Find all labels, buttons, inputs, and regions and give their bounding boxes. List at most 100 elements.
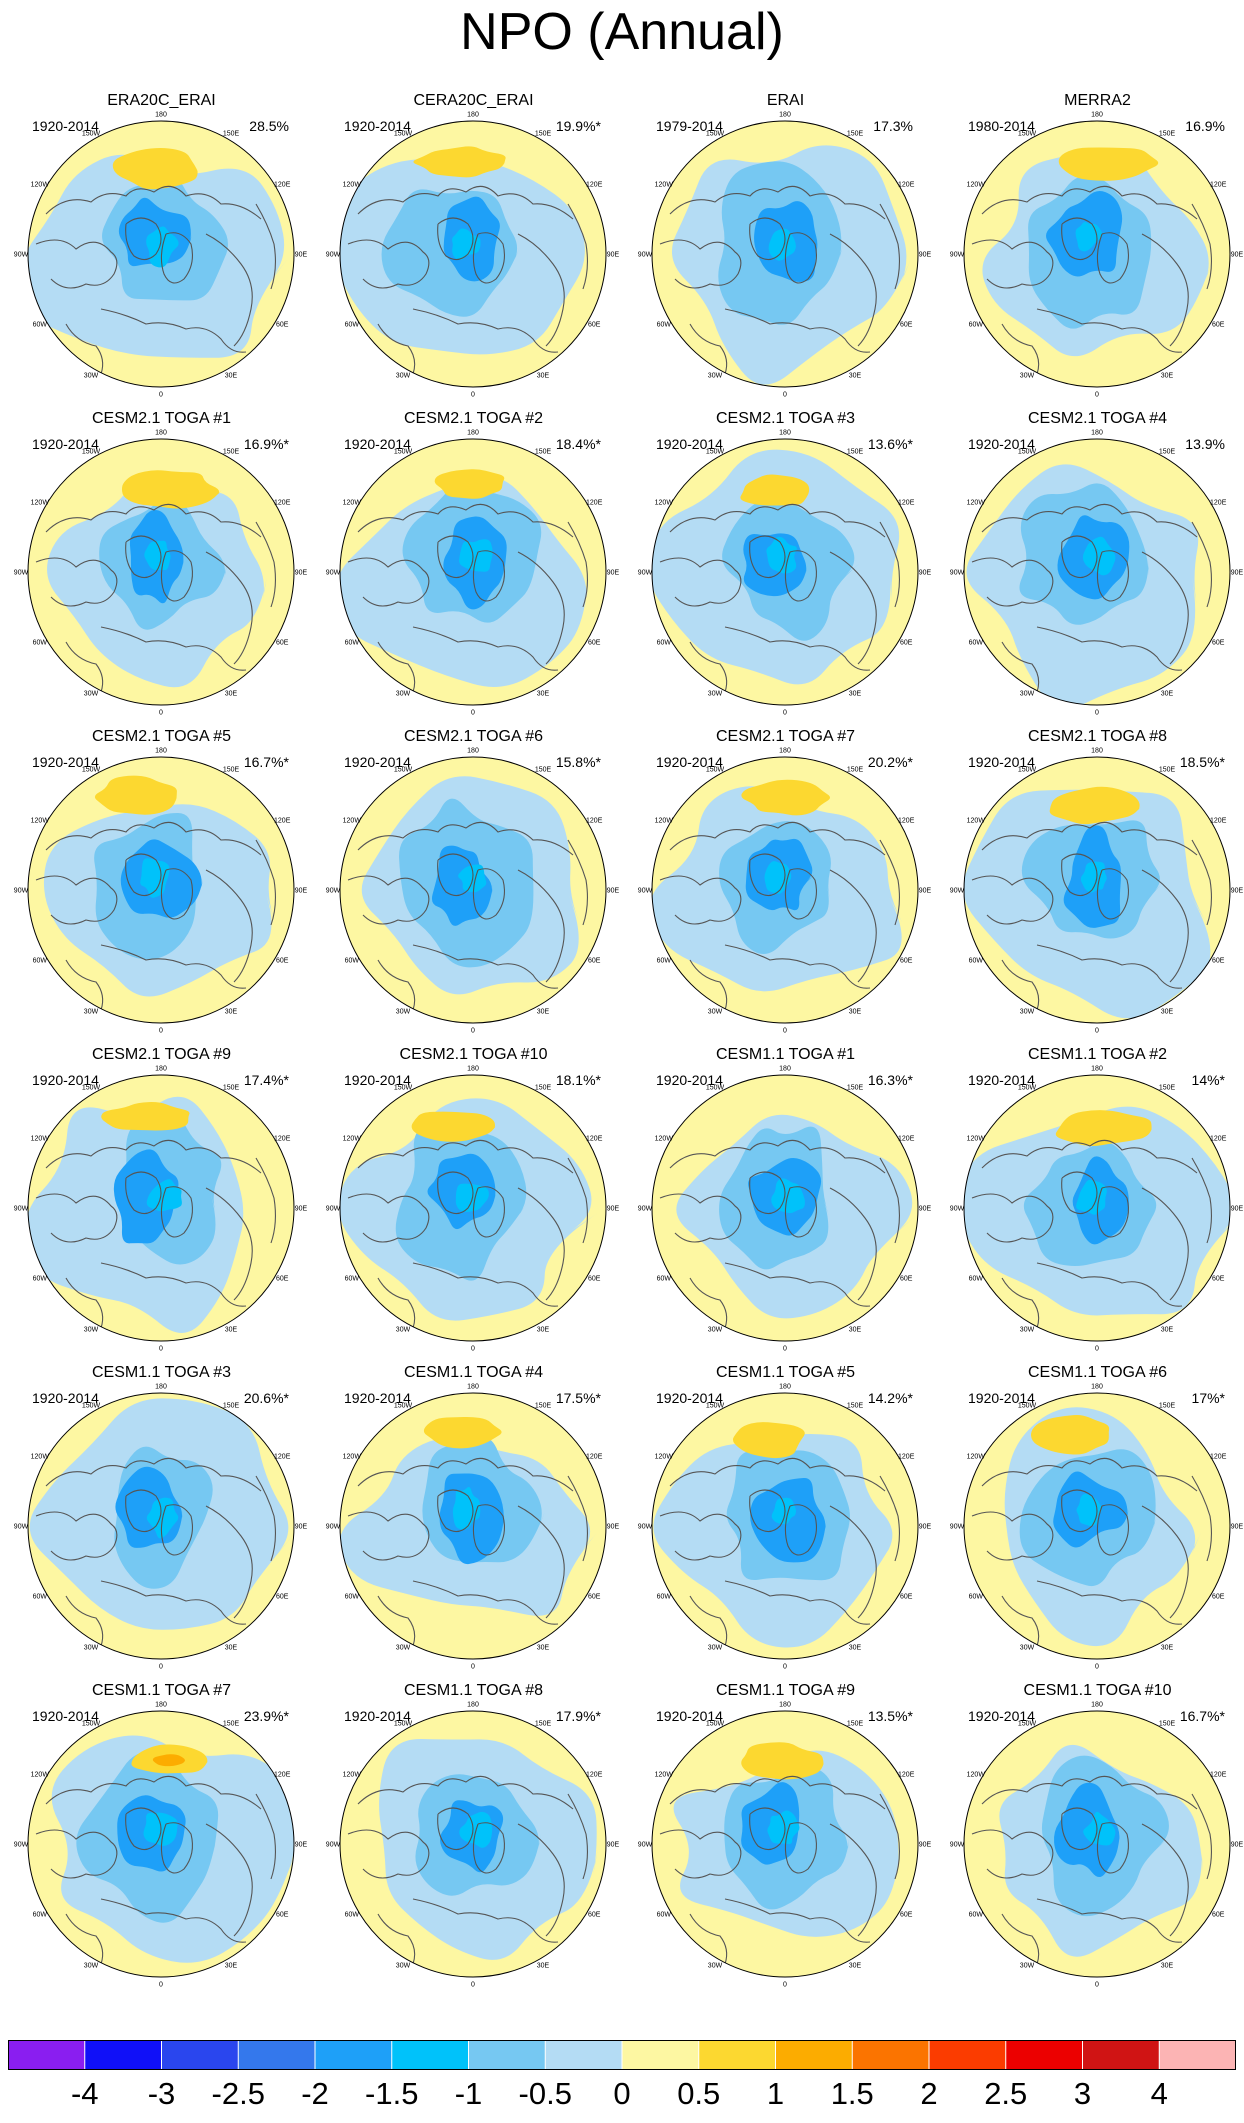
- longitude-label: 30W: [1020, 1963, 1035, 1970]
- coastline: [689, 323, 728, 375]
- coastline: [724, 308, 871, 353]
- longitude-label: 90E: [607, 1206, 620, 1213]
- longitude-label: 120W: [655, 1454, 674, 1461]
- coastline: [412, 1898, 559, 1943]
- coastline: [472, 868, 505, 920]
- coastline: [659, 1829, 742, 1879]
- map-border: [651, 120, 919, 388]
- coastline: [1036, 308, 1183, 353]
- panel-variance-pct: 20.6%*: [243, 1390, 289, 1406]
- coastline: [437, 1807, 474, 1851]
- longitude-label: 180: [779, 748, 791, 755]
- longitude-label: 150E: [535, 766, 552, 773]
- longitude-label: 150E: [223, 1084, 240, 1091]
- longitude-label: 30W: [396, 1327, 411, 1334]
- coastline: [784, 1822, 817, 1874]
- longitude-label: 90E: [295, 252, 308, 259]
- coastline: [669, 503, 886, 538]
- coastline: [45, 1139, 262, 1174]
- map-panel: 180 150W 150E 120W 120E 90W 90E 60W 60E 30W 30E 0 CE…: [318, 1682, 629, 2000]
- longitude-label: 30W: [396, 373, 411, 380]
- coastline: [125, 535, 162, 579]
- longitude-label: 60E: [588, 640, 601, 647]
- longitude-label: 60W: [657, 322, 672, 329]
- longitude-label: 90W: [950, 570, 965, 577]
- longitude-label: 90E: [1231, 570, 1244, 577]
- longitude-label: 60E: [276, 1912, 289, 1919]
- coastline: [125, 217, 162, 261]
- coastline: [35, 875, 118, 925]
- coastline: [437, 535, 474, 579]
- longitude-label: 120E: [586, 818, 603, 825]
- coastline: [724, 1580, 871, 1625]
- longitude-label: 90W: [638, 888, 653, 895]
- polar-map: 180 150W 150E 120W 120E 90W 90E 60W 60E 30W 30E 0: [326, 112, 620, 399]
- panel-variance-pct: 13.6%*: [867, 436, 913, 452]
- map-border: [963, 1710, 1231, 1978]
- coastline: [567, 1793, 589, 1880]
- longitude-label: 150W: [706, 130, 725, 137]
- field-negative-core: [1076, 1179, 1107, 1215]
- coastline: [749, 1171, 786, 1215]
- map-field: [652, 121, 918, 387]
- colorbar-swatch: [545, 2040, 623, 2070]
- coastline: [35, 557, 118, 607]
- coastline: [784, 1186, 817, 1238]
- map-field: [340, 121, 606, 387]
- coastline: [1001, 323, 1040, 375]
- coastline: [357, 185, 574, 220]
- longitude-label: 150W: [706, 1402, 725, 1409]
- panel-period: 1920-2014: [32, 1708, 99, 1724]
- coastline: [472, 1504, 505, 1556]
- polar-map: 180 150W 150E 120W 120E 90W 90E 60W 60E 30W 30E 0: [950, 1384, 1244, 1671]
- panel-title: CESM2.1 TOGA #4: [1027, 410, 1168, 427]
- longitude-label: 150E: [223, 1402, 240, 1409]
- coastline: [971, 1829, 1054, 1879]
- panel-period: 1920-2014: [344, 118, 411, 134]
- coastline: [567, 839, 589, 926]
- longitude-label: 60E: [276, 958, 289, 965]
- longitude-label: 150W: [394, 766, 413, 773]
- longitude-label: 30E: [537, 373, 550, 380]
- longitude-label: 60E: [588, 958, 601, 965]
- coastline: [1036, 1580, 1183, 1625]
- coastline: [45, 1457, 262, 1492]
- map-field: [340, 757, 606, 1023]
- colorbar-tick-label: -2.5: [211, 2076, 265, 2111]
- longitude-label: 90W: [14, 1524, 29, 1531]
- colorbar-swatch: [238, 2040, 316, 2070]
- coastline: [412, 308, 559, 353]
- longitude-label: 120E: [898, 500, 915, 507]
- longitude-label: 90W: [950, 1524, 965, 1531]
- longitude-label: 120W: [655, 818, 674, 825]
- coastline: [879, 203, 901, 290]
- longitude-label: 30E: [537, 1327, 550, 1334]
- coastline: [65, 959, 104, 1011]
- coastline: [472, 232, 505, 284]
- coastline: [659, 557, 742, 607]
- map-field: [652, 1393, 918, 1659]
- panel-variance-pct: 17%*: [1191, 1390, 1225, 1406]
- longitude-label: 90W: [326, 252, 341, 259]
- polar-map: 180 150W 150E 120W 120E 90W 90E 60W 60E 30W 30E 0: [14, 430, 308, 717]
- longitude-label: 60E: [588, 322, 601, 329]
- longitude-label: 120W: [967, 182, 986, 189]
- page-title: NPO (Annual): [460, 3, 784, 61]
- coastline: [689, 959, 728, 1011]
- longitude-label: 30W: [1020, 1009, 1035, 1016]
- polar-map: 180 150W 150E 120W 120E 90W 90E 60W 60E 30W 30E 0: [14, 1066, 308, 1353]
- coastline: [784, 232, 817, 284]
- longitude-label: 30W: [84, 1009, 99, 1016]
- longitude-label: 150W: [706, 448, 725, 455]
- coastline: [160, 1822, 193, 1874]
- longitude-label: 150E: [847, 448, 864, 455]
- longitude-label: 60E: [1212, 322, 1225, 329]
- longitude-label: 30E: [537, 691, 550, 698]
- coastline: [472, 550, 505, 602]
- longitude-label: 60E: [1212, 1594, 1225, 1601]
- longitude-label: 150E: [535, 130, 552, 137]
- map-border: [651, 756, 919, 1024]
- longitude-label: 90E: [919, 570, 932, 577]
- longitude-label: 60W: [969, 1276, 984, 1283]
- longitude-label: 60E: [588, 1276, 601, 1283]
